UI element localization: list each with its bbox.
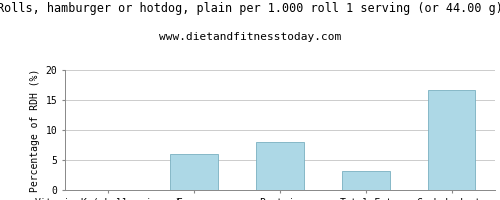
Text: www.dietandfitnesstoday.com: www.dietandfitnesstoday.com xyxy=(159,32,341,42)
Bar xyxy=(170,154,218,190)
Bar xyxy=(256,142,304,190)
Y-axis label: Percentage of RDH (%): Percentage of RDH (%) xyxy=(30,68,40,192)
Bar xyxy=(428,90,476,190)
Text: Rolls, hamburger or hotdog, plain per 1.000 roll 1 serving (or 44.00 g): Rolls, hamburger or hotdog, plain per 1.… xyxy=(0,2,500,15)
Bar xyxy=(342,171,390,190)
